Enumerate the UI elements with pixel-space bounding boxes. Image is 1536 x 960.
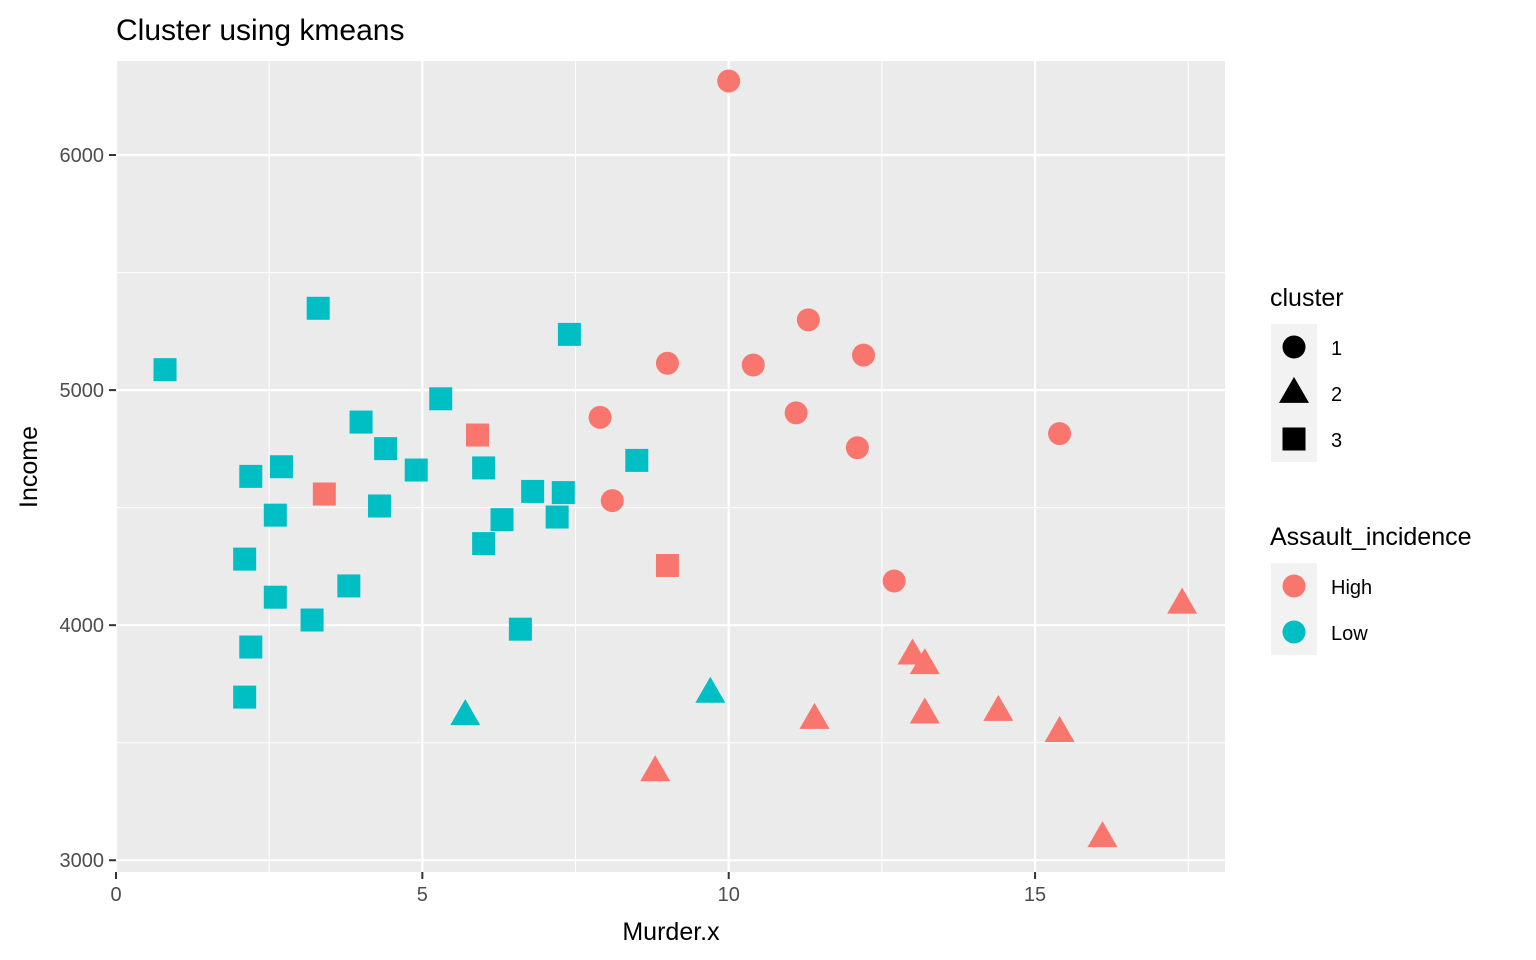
- square-point: [557, 322, 581, 346]
- square-point: [312, 482, 336, 506]
- square-point: [153, 358, 177, 382]
- legend-key-color-icon: [1282, 574, 1306, 598]
- legend-label: 3: [1331, 430, 1342, 452]
- y-axis-title: Income: [15, 426, 43, 508]
- square-point: [367, 494, 391, 518]
- triangle-point: [1167, 587, 1198, 614]
- y-tick-label: 6000: [60, 145, 105, 167]
- square-point: [263, 585, 287, 609]
- x-tick-label: 5: [417, 884, 428, 906]
- triangle-point: [695, 676, 726, 703]
- circle-point: [588, 405, 612, 429]
- triangle-point: [450, 699, 481, 726]
- square-point: [239, 635, 263, 659]
- legend-label: High: [1331, 577, 1372, 599]
- square-point: [300, 608, 324, 632]
- square-point: [472, 456, 496, 480]
- square-point: [239, 464, 263, 488]
- square-point: [349, 410, 373, 434]
- circle-point: [784, 401, 808, 425]
- square-point: [655, 553, 679, 577]
- plot-panel: [114, 61, 1225, 872]
- circle-point: [600, 489, 624, 513]
- legend-key-circle-icon: [1282, 335, 1306, 359]
- axes: 0 5 10 15 3000 4000 5000 6000: [60, 145, 1047, 906]
- square-point: [490, 508, 514, 532]
- legend-label: 2: [1331, 384, 1342, 406]
- square-point: [233, 685, 257, 709]
- square-point: [551, 481, 575, 505]
- circle-point: [655, 351, 679, 375]
- panel-background: [116, 61, 1225, 872]
- x-tick-label: 15: [1024, 884, 1046, 906]
- square-point: [306, 296, 330, 320]
- legend: cluster 1 2 3 Assault_incidence High Low: [1270, 284, 1472, 655]
- square-point: [404, 458, 428, 482]
- data-points: [153, 69, 1198, 848]
- square-point: [269, 455, 293, 479]
- circle-point: [741, 353, 765, 377]
- legend-key-color-icon: [1282, 620, 1306, 644]
- legend-title-cluster: cluster: [1270, 284, 1344, 312]
- triangle-point: [983, 694, 1014, 721]
- square-point: [374, 437, 398, 461]
- square-point: [508, 617, 532, 641]
- circle-point: [852, 343, 876, 367]
- circle-point: [845, 436, 869, 460]
- square-point: [233, 547, 257, 571]
- square-point: [545, 505, 569, 529]
- legend-key-triangle-icon: [1279, 376, 1309, 403]
- triangle-point: [1087, 821, 1118, 848]
- legend-key-square-icon: [1282, 427, 1306, 451]
- y-tick-label: 4000: [60, 615, 105, 637]
- triangle-point: [909, 697, 940, 724]
- x-tick-label: 10: [718, 884, 740, 906]
- circle-point: [796, 308, 820, 332]
- triangle-point: [799, 702, 830, 729]
- triangle-point: [1044, 716, 1075, 743]
- circle-point: [1048, 422, 1072, 446]
- legend-title-assault: Assault_incidence: [1270, 523, 1472, 551]
- y-tick-label: 5000: [60, 380, 105, 402]
- triangle-point: [909, 648, 940, 675]
- circle-point: [882, 569, 906, 593]
- x-axis-title: Murder.x: [622, 918, 720, 946]
- x-tick-label: 0: [110, 884, 121, 906]
- square-point: [521, 479, 545, 503]
- legend-label: 1: [1331, 338, 1342, 360]
- triangle-point: [640, 755, 671, 782]
- chart-title: Cluster using kmeans: [116, 14, 404, 47]
- square-point: [472, 532, 496, 556]
- square-point: [263, 503, 287, 527]
- y-tick-label: 3000: [60, 850, 105, 872]
- circle-point: [717, 69, 741, 93]
- square-point: [465, 423, 489, 447]
- square-point: [429, 387, 453, 411]
- square-point: [337, 574, 361, 598]
- legend-label: Low: [1331, 623, 1368, 645]
- square-point: [625, 448, 649, 472]
